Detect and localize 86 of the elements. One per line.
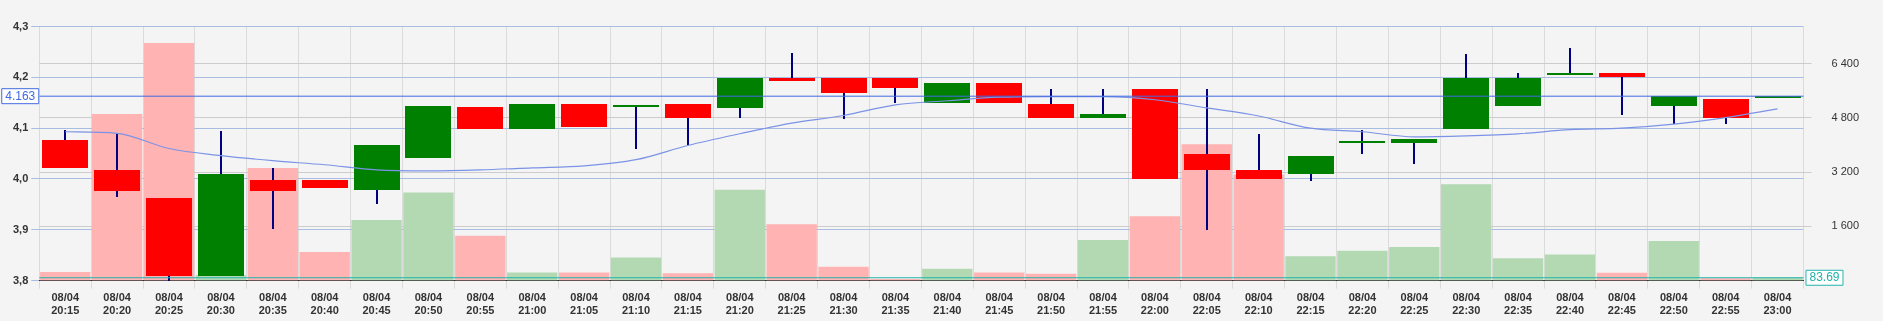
x-tick-label: 08/04 22:30 bbox=[1452, 291, 1481, 317]
bar bbox=[455, 235, 506, 281]
x-tick-label: 08/04 20:40 bbox=[310, 291, 340, 317]
x-tick-label: 08/04 20:50 bbox=[414, 291, 444, 317]
bar bbox=[1441, 184, 1492, 281]
x-tick-label: 08/04 21:10 bbox=[621, 291, 651, 317]
candlestick bbox=[1495, 73, 1541, 106]
bar bbox=[714, 189, 765, 281]
x-tick-label: 08/04 21:25 bbox=[777, 291, 807, 317]
candlestick bbox=[509, 104, 555, 129]
x-tick-label: 08/04 23:00 bbox=[1763, 291, 1793, 317]
x-tick-label: 08/04 20:15 bbox=[51, 291, 80, 317]
candlestick bbox=[457, 107, 503, 129]
y2-tick-label: 4 800 bbox=[1831, 110, 1859, 123]
x-tick-label: 08/04 20:20 bbox=[103, 291, 132, 317]
x-tick-label: 08/04 21:40 bbox=[933, 291, 962, 317]
candlestick bbox=[302, 180, 348, 188]
x-tick-label: 08/04 22:35 bbox=[1504, 291, 1533, 317]
x-tick-label: 08/04 22:15 bbox=[1296, 291, 1326, 317]
x-tick-label: 08/04 21:05 bbox=[570, 291, 599, 317]
x-tick-label: 08/04 20:45 bbox=[362, 291, 392, 317]
candlestick bbox=[1132, 89, 1178, 179]
ref-line-label: 83.69 bbox=[1809, 270, 1840, 285]
candlestick bbox=[1288, 156, 1334, 181]
candlestick bbox=[821, 78, 867, 119]
y-tick-label: 4,1 bbox=[12, 121, 29, 134]
x-tick-label: 08/04 22:00 bbox=[1140, 291, 1170, 317]
candlestick bbox=[1028, 89, 1074, 118]
candlestick bbox=[613, 105, 659, 149]
candlestick bbox=[561, 104, 607, 127]
x-tick-label: 08/04 21:15 bbox=[673, 291, 703, 317]
candlestick bbox=[405, 106, 451, 158]
candlestick bbox=[872, 78, 918, 103]
y-tick-label: 4,2 bbox=[12, 70, 29, 83]
candlestick bbox=[42, 130, 88, 168]
x-tick-label: 08/04 22:20 bbox=[1348, 291, 1378, 317]
x-tick-label: 08/04 22:10 bbox=[1244, 291, 1274, 317]
x-tick-label: 08/04 21:30 bbox=[829, 291, 859, 317]
bar bbox=[299, 252, 350, 281]
x-tick-label: 08/04 20:25 bbox=[154, 291, 184, 317]
candlestick bbox=[1339, 130, 1385, 154]
x-tick-label: 08/04 22:25 bbox=[1400, 291, 1429, 317]
x-tick-label: 08/04 22:55 bbox=[1711, 291, 1741, 317]
bar bbox=[1648, 240, 1699, 281]
x-tick-label: 08/04 21:00 bbox=[518, 291, 547, 317]
x-tick-label: 08/04 21:50 bbox=[1037, 291, 1066, 317]
y2-tick-label: 1 600 bbox=[1831, 219, 1859, 232]
y2-tick-label: 6 400 bbox=[1831, 56, 1859, 69]
x-tick-label: 08/04 21:55 bbox=[1088, 291, 1118, 317]
bar bbox=[1077, 239, 1129, 281]
x-tick-label: 08/04 20:30 bbox=[206, 291, 236, 317]
x-tick-label: 08/04 20:55 bbox=[466, 291, 495, 317]
candlestick bbox=[1599, 73, 1645, 115]
bar bbox=[1544, 254, 1596, 281]
y-tick-label: 3,9 bbox=[12, 222, 29, 235]
x-tick-label: 08/04 20:35 bbox=[258, 291, 288, 317]
candlestick bbox=[1391, 139, 1437, 164]
candlestick bbox=[1703, 99, 1749, 124]
y-tick-label: 4,3 bbox=[12, 19, 29, 32]
candlestick bbox=[769, 53, 815, 81]
x-tick-label: 08/04 22:50 bbox=[1659, 291, 1689, 317]
candlestick bbox=[198, 131, 244, 276]
x-tick-label: 08/04 21:35 bbox=[881, 291, 911, 317]
y-tick-label: 4,0 bbox=[12, 172, 29, 185]
candlestick bbox=[717, 78, 763, 118]
y-tick-label: 3,8 bbox=[12, 273, 29, 286]
y2-tick-label: 3 200 bbox=[1831, 165, 1859, 178]
ref-line-label: 4.163 bbox=[5, 88, 36, 103]
x-tick-label: 08/04 22:45 bbox=[1607, 291, 1637, 317]
candlestick bbox=[1651, 96, 1697, 124]
x-tick-label: 08/04 21:20 bbox=[725, 291, 755, 317]
candlestick bbox=[94, 134, 140, 197]
candlestick bbox=[354, 145, 400, 204]
candlestick bbox=[1547, 48, 1593, 75]
bar bbox=[1129, 216, 1181, 281]
bar bbox=[610, 257, 662, 281]
x-tick-label: 08/04 21:45 bbox=[985, 291, 1014, 317]
candlestick bbox=[250, 168, 296, 229]
candlestick bbox=[1443, 54, 1489, 129]
bar bbox=[1492, 258, 1544, 281]
candlestick bbox=[1080, 89, 1126, 118]
candlestick bbox=[665, 104, 711, 145]
x-tick-label: 08/04 22:40 bbox=[1555, 291, 1585, 317]
candlestick bbox=[1236, 134, 1282, 179]
x-tick-label: 08/04 22:05 bbox=[1192, 291, 1222, 317]
candlestick bbox=[1184, 89, 1230, 230]
